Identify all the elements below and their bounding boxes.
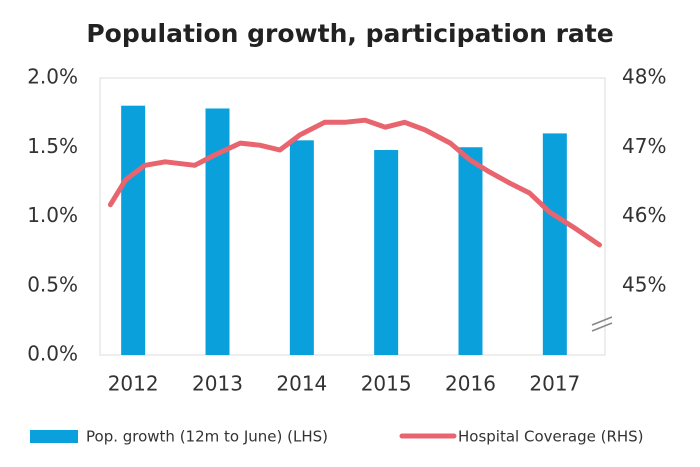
axis-break (591, 316, 613, 332)
y2-tick-label: 48% (622, 65, 666, 89)
bar (205, 108, 230, 355)
y-tick-label: 0.0% (27, 342, 78, 366)
y-tick-label: 1.5% (27, 134, 78, 158)
bar (542, 133, 567, 355)
x-tick-label: 2014 (276, 372, 327, 396)
x-tick-label: 2017 (529, 372, 580, 396)
y2-tick-label: 47% (622, 134, 666, 158)
x-tick-label: 2013 (192, 372, 243, 396)
bar (374, 150, 399, 355)
bar (458, 147, 483, 355)
bar (121, 105, 146, 355)
y-tick-label: 0.5% (27, 272, 78, 296)
bar (289, 140, 314, 355)
chart-title: Population growth, participation rate (86, 19, 613, 48)
y-tick-label: 2.0% (27, 65, 78, 89)
legend-swatch (30, 430, 78, 443)
y-tick-label: 1.0% (27, 203, 78, 227)
plot-frame (99, 77, 606, 356)
y2-tick-label: 46% (622, 203, 666, 227)
x-tick-label: 2012 (108, 372, 159, 396)
x-tick-label: 2016 (445, 372, 496, 396)
x-tick-label: 2015 (361, 372, 412, 396)
y2-tick-label: 45% (622, 272, 666, 296)
line (107, 117, 602, 248)
legend-label: Hospital Coverage (RHS) (458, 428, 644, 446)
legend-label: Pop. growth (12m to June) (LHS) (86, 428, 328, 446)
